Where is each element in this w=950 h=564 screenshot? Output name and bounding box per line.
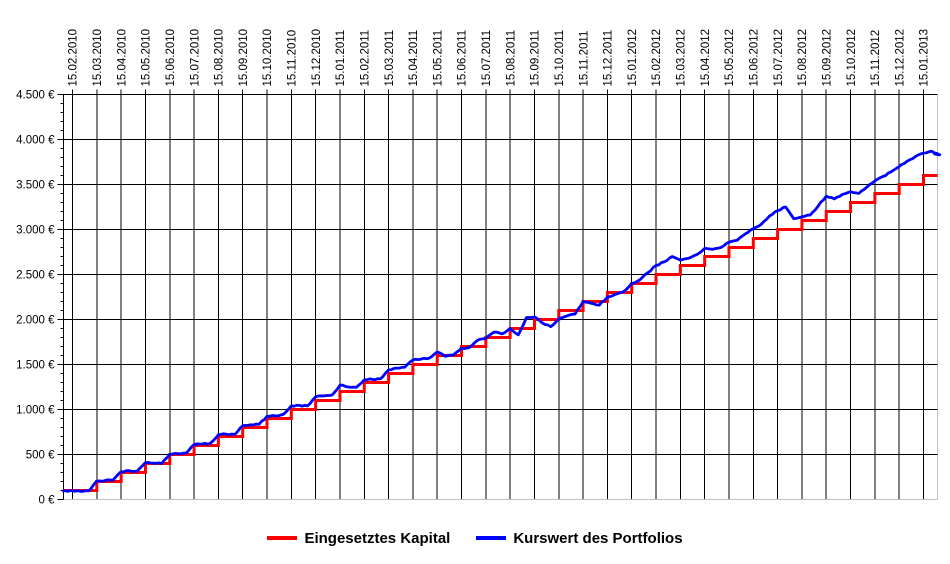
x-axis-label: 15.02.2011 (359, 30, 371, 87)
y-axis-label: 2.500 € (16, 270, 55, 282)
x-axis-label: 15.11.2010 (287, 30, 299, 87)
x-axis-label: 15.06.2012 (749, 29, 761, 87)
x-axis-label: 15.05.2012 (724, 29, 736, 87)
series-kurswert-des-portfolios-line (62, 149, 942, 493)
x-axis-label: 15.01.2013 (919, 29, 931, 87)
legend: Eingesetztes Kapital Kurswert des Portfo… (0, 524, 950, 552)
x-axis-label: 15.09.2011 (530, 30, 542, 87)
x-axis-label: 15.12.2012 (894, 29, 906, 87)
y-axis-label: 3.000 € (16, 225, 55, 237)
y-axis-label: 3.500 € (16, 180, 55, 192)
y-axis-label: 0 € (39, 495, 56, 507)
x-axis-label: 15.03.2012 (676, 29, 688, 87)
x-axis-label: 15.03.2010 (92, 29, 104, 87)
y-axis-label: 1.000 € (16, 405, 55, 417)
legend-item-eingesetztes-kapital: Eingesetztes Kapital (267, 530, 450, 547)
x-axis-label: 15.08.2012 (797, 29, 809, 87)
y-axis-label: 4.500 € (16, 90, 55, 102)
x-axis-label: 15.10.2010 (262, 29, 274, 87)
y-axis-label: 1.500 € (16, 360, 55, 372)
x-axis-label: 15.04.2012 (700, 29, 712, 87)
x-axis-label: 15.09.2010 (238, 29, 250, 87)
x-axis-label: 15.04.2011 (408, 30, 420, 87)
x-axis-label: 15.02.2010 (68, 29, 80, 87)
x-axis-label: 15.12.2010 (311, 29, 323, 87)
x-axis-label: 15.05.2011 (432, 30, 444, 87)
legend-swatch-red-line (267, 536, 298, 540)
x-axis-label: 15.08.2011 (505, 30, 517, 87)
legend-label: Kurswert des Portfolios (513, 529, 683, 547)
x-axis-label: 15.07.2010 (189, 29, 201, 87)
x-axis-label: 15.01.2012 (627, 29, 639, 87)
x-axis-label: 15.03.2011 (384, 30, 396, 87)
y-axis-label: 500 € (26, 450, 55, 462)
legend-item-kurswert-des-portfolios: Kurswert des Portfolios (476, 529, 683, 547)
series-eingesetztes-kapital-line (63, 174, 938, 492)
y-axis-label: 2.000 € (16, 315, 55, 327)
x-axis-label: 15.07.2011 (481, 30, 493, 87)
x-axis-label: 15.12.2011 (603, 30, 615, 87)
x-axis-label: 15.02.2012 (651, 29, 663, 87)
x-axis-label: 15.06.2010 (165, 29, 177, 87)
x-axis-label: 15.11.2011 (578, 31, 590, 87)
x-axis-label: 15.07.2012 (773, 29, 785, 87)
x-axis-label: 15.04.2010 (116, 29, 128, 87)
legend-swatch-blue-line (476, 536, 507, 540)
x-axis-label: 15.06.2011 (457, 30, 469, 87)
legend-label: Eingesetztes Kapital (304, 529, 451, 547)
x-axis-label: 15.05.2010 (141, 29, 153, 87)
y-axis-label: 4.000 € (16, 135, 55, 147)
x-axis-label: 15.11.2012 (870, 30, 882, 87)
x-axis-label: 15.09.2012 (821, 29, 833, 87)
x-axis-label: 15.10.2011 (554, 30, 566, 87)
x-axis-label: 15.10.2012 (846, 29, 858, 87)
x-axis-label: 15.01.2011 (335, 30, 347, 87)
x-axis-label: 15.08.2010 (214, 29, 226, 87)
